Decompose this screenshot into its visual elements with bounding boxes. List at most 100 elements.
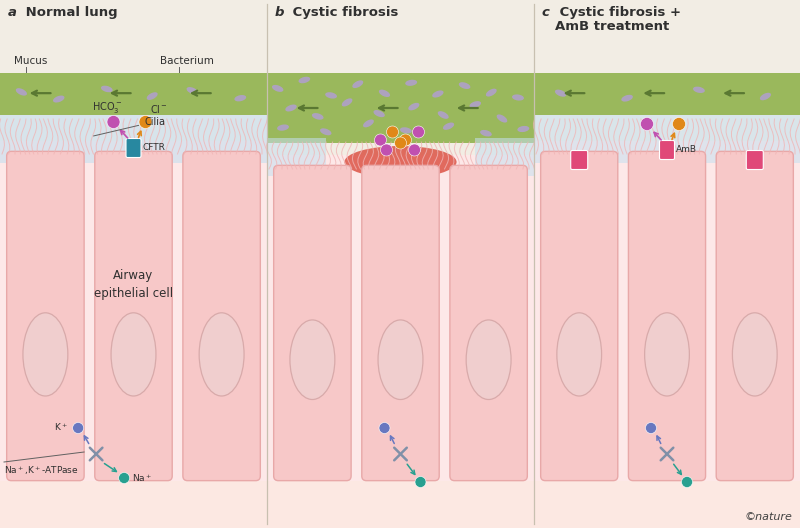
Text: Airway
epithelial cell: Airway epithelial cell [94, 269, 173, 299]
Ellipse shape [466, 320, 511, 400]
Text: ©nature: ©nature [744, 512, 792, 522]
Text: Na$^+$,K$^+$-ATPase: Na$^+$,K$^+$-ATPase [4, 464, 78, 477]
Ellipse shape [363, 119, 374, 127]
Circle shape [139, 116, 152, 128]
Ellipse shape [234, 95, 246, 101]
Ellipse shape [400, 127, 412, 134]
FancyBboxPatch shape [541, 152, 618, 480]
Ellipse shape [312, 113, 323, 120]
Text: HCO$_3^-$: HCO$_3^-$ [91, 100, 122, 115]
Ellipse shape [733, 313, 777, 396]
Circle shape [379, 422, 390, 433]
Circle shape [641, 118, 654, 130]
Bar [267, 73, 534, 143]
Text: Mucus: Mucus [14, 56, 47, 66]
Text: Cystic fibrosis +: Cystic fibrosis + [555, 6, 681, 19]
Ellipse shape [53, 96, 65, 102]
Ellipse shape [486, 89, 497, 97]
Text: a: a [8, 6, 17, 19]
Circle shape [73, 422, 84, 433]
Ellipse shape [438, 111, 449, 119]
Ellipse shape [645, 313, 690, 396]
Text: AmB: AmB [676, 146, 697, 155]
FancyBboxPatch shape [183, 152, 260, 480]
Circle shape [682, 476, 693, 487]
Text: Cl$^-$: Cl$^-$ [150, 103, 167, 115]
Ellipse shape [320, 128, 331, 135]
Circle shape [381, 144, 393, 156]
FancyBboxPatch shape [6, 152, 84, 480]
FancyBboxPatch shape [659, 140, 674, 159]
Ellipse shape [345, 146, 457, 178]
Circle shape [374, 134, 386, 146]
Ellipse shape [693, 87, 705, 93]
Circle shape [413, 126, 425, 138]
Ellipse shape [480, 130, 492, 136]
FancyBboxPatch shape [570, 150, 588, 169]
FancyBboxPatch shape [629, 152, 706, 480]
Text: c: c [542, 6, 550, 19]
Bar [267, 155, 534, 481]
Ellipse shape [199, 313, 244, 396]
Ellipse shape [760, 93, 771, 100]
Text: Normal lung: Normal lung [21, 6, 118, 19]
Ellipse shape [443, 122, 454, 130]
Circle shape [386, 126, 398, 138]
Ellipse shape [277, 125, 289, 131]
Ellipse shape [325, 92, 337, 99]
Ellipse shape [458, 82, 470, 89]
Ellipse shape [272, 85, 283, 92]
FancyBboxPatch shape [746, 150, 763, 169]
Ellipse shape [378, 320, 423, 400]
Ellipse shape [111, 313, 156, 396]
Bar [0, 73, 267, 115]
Circle shape [415, 476, 426, 487]
Ellipse shape [518, 126, 530, 132]
Ellipse shape [374, 110, 385, 117]
Text: CFTR: CFTR [142, 144, 166, 153]
Ellipse shape [16, 88, 27, 96]
Ellipse shape [298, 77, 310, 83]
Ellipse shape [23, 313, 68, 396]
Bar [267, 138, 326, 176]
Text: b: b [275, 6, 285, 19]
Circle shape [118, 473, 130, 484]
Ellipse shape [432, 90, 443, 98]
Ellipse shape [186, 87, 198, 94]
FancyBboxPatch shape [94, 152, 172, 480]
Ellipse shape [512, 95, 524, 101]
Ellipse shape [286, 105, 297, 111]
Ellipse shape [342, 98, 353, 107]
Circle shape [399, 134, 411, 146]
Text: Cystic fibrosis: Cystic fibrosis [288, 6, 398, 19]
Circle shape [646, 422, 657, 433]
Circle shape [394, 137, 406, 149]
Bar [534, 115, 800, 163]
Text: K$^+$: K$^+$ [54, 421, 68, 433]
Ellipse shape [622, 95, 633, 101]
Ellipse shape [497, 115, 507, 122]
Circle shape [107, 116, 120, 128]
Ellipse shape [555, 90, 566, 97]
Bar [0, 141, 267, 481]
Text: Na$^+$: Na$^+$ [132, 472, 152, 484]
FancyBboxPatch shape [362, 165, 439, 480]
FancyBboxPatch shape [274, 165, 351, 480]
Bar [475, 138, 534, 176]
Text: AmB treatment: AmB treatment [555, 20, 670, 33]
Ellipse shape [406, 80, 417, 86]
Circle shape [409, 144, 421, 156]
Bar [534, 461, 800, 528]
FancyBboxPatch shape [716, 152, 794, 480]
Ellipse shape [146, 92, 158, 100]
Ellipse shape [470, 101, 481, 108]
Bar [534, 73, 800, 115]
FancyBboxPatch shape [126, 138, 141, 157]
Text: Cilia: Cilia [94, 117, 165, 136]
Ellipse shape [101, 86, 113, 92]
Circle shape [673, 118, 686, 130]
Ellipse shape [408, 103, 419, 110]
Bar [534, 141, 800, 481]
Bar [0, 461, 267, 528]
FancyBboxPatch shape [450, 165, 527, 480]
